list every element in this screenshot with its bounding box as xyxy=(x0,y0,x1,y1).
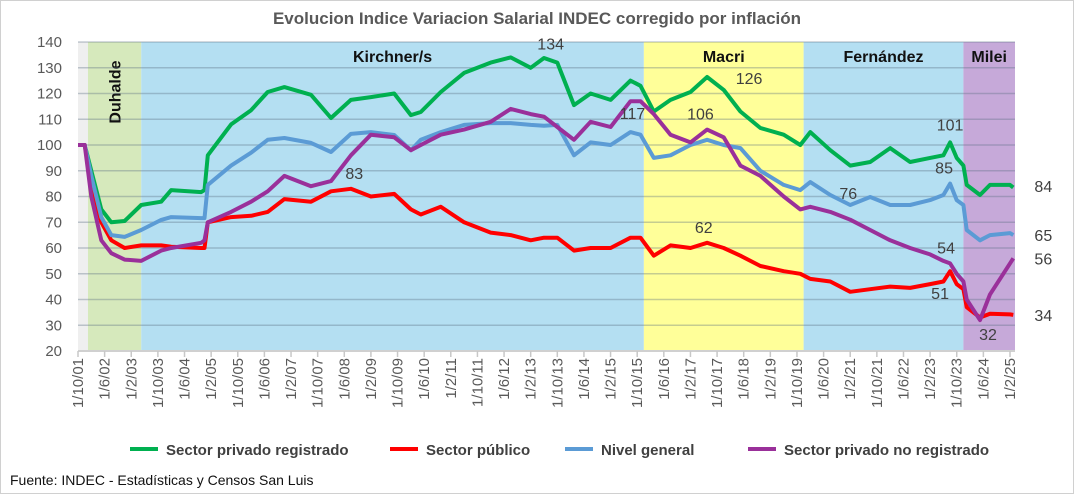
x-tick-label: 1/2/05 xyxy=(203,358,220,400)
data-label: 83 xyxy=(345,166,363,183)
series-line-0 xyxy=(78,55,1015,225)
series-line-3 xyxy=(78,99,1015,323)
x-tick-label: 1/6/16 xyxy=(656,358,673,400)
data-label: 76 xyxy=(839,186,857,203)
x-tick-label: 1/10/13 xyxy=(549,358,566,408)
x-tick-label: 1/2/09 xyxy=(363,358,380,400)
chart-title: Evolucion Indice Variacion Salarial INDE… xyxy=(273,9,801,28)
y-tick-label: 70 xyxy=(45,214,62,231)
period-label: Milei xyxy=(971,49,1007,66)
data-label: 54 xyxy=(937,240,955,257)
x-tick-label: 1/10/19 xyxy=(789,358,806,408)
y-tick-label: 110 xyxy=(38,111,62,128)
period-label: Macri xyxy=(703,49,745,66)
x-tick-label: 1/6/20 xyxy=(816,358,833,400)
x-tick-label: 1/6/06 xyxy=(256,358,273,400)
x-tick-label: 1/2/25 xyxy=(1002,358,1019,400)
x-tick-label: 1/2/17 xyxy=(682,358,699,400)
x-tick-label: 1/10/21 xyxy=(869,358,886,408)
period-band-macri xyxy=(643,42,804,351)
y-tick-label: 20 xyxy=(45,343,62,360)
period-label: Kirchner/s xyxy=(353,49,432,66)
y-tick-label: 130 xyxy=(37,60,62,77)
x-tick-label: 1/2/13 xyxy=(523,358,540,400)
y-tick-label: 50 xyxy=(45,266,62,283)
x-tick-label: 1/2/03 xyxy=(123,358,140,400)
x-tick-label: 1/6/08 xyxy=(336,358,353,400)
y-tick-label: 30 xyxy=(45,317,62,334)
x-tick-label: 1/6/22 xyxy=(895,358,912,400)
data-label: 56 xyxy=(1034,251,1052,268)
source-note: Fuente: INDEC - Estadísticas y Censos Sa… xyxy=(10,472,313,488)
series-line-1 xyxy=(78,143,1014,320)
x-tick-label: 1/10/05 xyxy=(230,358,247,408)
data-label: 101 xyxy=(937,117,964,134)
data-label: 34 xyxy=(1034,308,1052,325)
legend-label: Sector privado registrado xyxy=(166,442,349,459)
y-tick-label: 60 xyxy=(45,240,62,257)
legend-label: Sector privado no registrado xyxy=(784,442,989,459)
x-tick-label: 1/2/21 xyxy=(842,358,859,400)
x-tick-label: 1/6/02 xyxy=(97,358,114,400)
data-label: 106 xyxy=(687,107,714,124)
data-label: 117 xyxy=(620,106,646,123)
y-tick-label: 140 xyxy=(37,34,62,51)
y-tick-label: 40 xyxy=(45,292,62,309)
x-tick-label: 1/10/03 xyxy=(150,358,167,408)
x-tick-label: 1/6/04 xyxy=(177,358,194,400)
y-tick-label: 100 xyxy=(37,137,62,154)
data-label: 51 xyxy=(931,286,949,303)
data-label: 85 xyxy=(935,161,953,178)
data-label: 84 xyxy=(1034,179,1052,196)
y-tick-label: 80 xyxy=(45,189,62,206)
x-tick-label: 1/10/23 xyxy=(949,358,966,408)
y-tick-label: 120 xyxy=(37,86,62,103)
legend-label: Sector público xyxy=(426,442,530,459)
x-tick-label: 1/10/17 xyxy=(709,358,726,408)
series-line-2 xyxy=(78,121,1015,243)
x-tick-label: 1/10/15 xyxy=(629,358,646,408)
x-tick-label: 1/10/11 xyxy=(469,358,486,407)
legend-label: Nivel general xyxy=(601,442,694,459)
y-tick-label: 90 xyxy=(45,163,62,180)
x-tick-label: 1/2/23 xyxy=(922,358,939,400)
data-label: 134 xyxy=(537,36,564,53)
x-tick-label: 1/10/01 xyxy=(70,358,87,408)
data-label: 65 xyxy=(1034,228,1052,245)
x-tick-label: 1/6/14 xyxy=(576,358,593,400)
x-tick-label: 1/2/15 xyxy=(603,358,620,400)
x-tick-label: 1/10/09 xyxy=(390,358,407,408)
x-tick-label: 1/6/10 xyxy=(416,358,433,400)
data-label: 62 xyxy=(695,220,713,237)
x-tick-label: 1/6/12 xyxy=(496,358,513,400)
x-tick-label: 1/2/07 xyxy=(283,358,300,400)
x-tick-label: 1/2/11 xyxy=(443,358,460,399)
x-tick-label: 1/6/18 xyxy=(736,358,753,400)
band-none xyxy=(78,42,88,351)
data-label: 126 xyxy=(736,71,763,88)
x-tick-label: 1/10/07 xyxy=(310,358,327,408)
period-label: Fernández xyxy=(844,49,924,66)
period-label: Duhalde xyxy=(108,60,125,123)
x-tick-label: 1/2/19 xyxy=(762,358,779,400)
x-tick-label: 1/6/24 xyxy=(975,358,992,400)
data-label: 32 xyxy=(979,327,997,344)
